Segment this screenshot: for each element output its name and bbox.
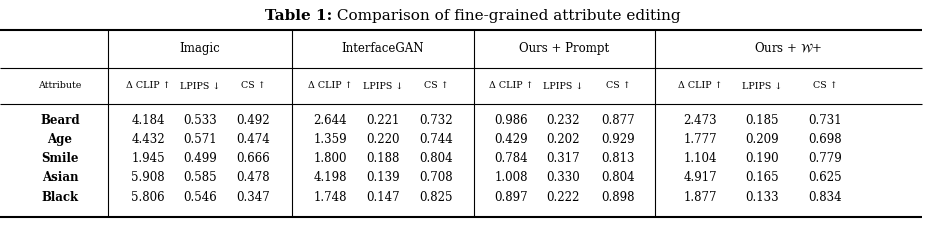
Text: 0.813: 0.813 xyxy=(602,152,634,165)
Text: 0.666: 0.666 xyxy=(236,152,270,165)
Text: 0.804: 0.804 xyxy=(419,152,453,165)
Text: 1.800: 1.800 xyxy=(313,152,347,165)
Text: 0.897: 0.897 xyxy=(494,190,528,204)
Text: Comparison of fine-grained attribute editing: Comparison of fine-grained attribute edi… xyxy=(332,9,681,23)
Text: Imagic: Imagic xyxy=(180,42,220,55)
Text: LPIPS ↓: LPIPS ↓ xyxy=(180,81,220,90)
Text: CS ↑: CS ↑ xyxy=(605,81,631,90)
Text: 0.317: 0.317 xyxy=(546,152,580,165)
Text: 0.190: 0.190 xyxy=(745,152,779,165)
Text: 0.585: 0.585 xyxy=(183,171,217,184)
Text: 2.644: 2.644 xyxy=(313,114,347,128)
Text: 0.499: 0.499 xyxy=(183,152,217,165)
Text: Age: Age xyxy=(48,133,72,146)
Text: LPIPS ↓: LPIPS ↓ xyxy=(542,81,583,90)
Text: 0.147: 0.147 xyxy=(367,190,400,204)
Text: InterfaceGAN: InterfaceGAN xyxy=(342,42,424,55)
Text: 0.139: 0.139 xyxy=(367,171,400,184)
Text: 4.917: 4.917 xyxy=(683,171,717,184)
Text: Asian: Asian xyxy=(41,171,78,184)
Text: 4.184: 4.184 xyxy=(132,114,164,128)
Text: 0.232: 0.232 xyxy=(546,114,580,128)
Text: Smile: Smile xyxy=(41,152,79,165)
Text: 0.698: 0.698 xyxy=(808,133,842,146)
Text: 0.877: 0.877 xyxy=(602,114,634,128)
Text: Δ CLIP ↑: Δ CLIP ↑ xyxy=(126,81,170,90)
Text: Ours + $\mathcal{W}$+: Ours + $\mathcal{W}$+ xyxy=(755,42,822,56)
Text: 5.806: 5.806 xyxy=(132,190,164,204)
Text: LPIPS ↓: LPIPS ↓ xyxy=(363,81,403,90)
Text: 0.347: 0.347 xyxy=(236,190,270,204)
Text: 1.008: 1.008 xyxy=(494,171,527,184)
Text: Attribute: Attribute xyxy=(39,81,82,90)
Text: 0.165: 0.165 xyxy=(745,171,779,184)
Text: LPIPS ↓: LPIPS ↓ xyxy=(742,81,782,90)
Text: 0.929: 0.929 xyxy=(602,133,634,146)
Text: 1.945: 1.945 xyxy=(132,152,164,165)
Text: 0.784: 0.784 xyxy=(494,152,528,165)
Text: 1.877: 1.877 xyxy=(683,190,717,204)
Text: 0.474: 0.474 xyxy=(236,133,270,146)
Text: 1.748: 1.748 xyxy=(313,190,347,204)
Text: CS ↑: CS ↑ xyxy=(812,81,838,90)
Text: 0.478: 0.478 xyxy=(236,171,270,184)
Text: 0.804: 0.804 xyxy=(602,171,634,184)
Text: 0.825: 0.825 xyxy=(419,190,453,204)
Text: 5.908: 5.908 xyxy=(132,171,164,184)
Text: Δ CLIP ↑: Δ CLIP ↑ xyxy=(307,81,352,90)
Text: 0.744: 0.744 xyxy=(419,133,453,146)
Text: Δ CLIP ↑: Δ CLIP ↑ xyxy=(489,81,533,90)
Text: 0.202: 0.202 xyxy=(546,133,580,146)
Text: 0.185: 0.185 xyxy=(745,114,778,128)
Text: 0.533: 0.533 xyxy=(183,114,217,128)
Text: 0.731: 0.731 xyxy=(808,114,842,128)
Text: 0.429: 0.429 xyxy=(494,133,528,146)
Text: 4.432: 4.432 xyxy=(132,133,164,146)
Text: 0.188: 0.188 xyxy=(367,152,400,165)
Text: CS ↑: CS ↑ xyxy=(424,81,448,90)
Text: 0.492: 0.492 xyxy=(236,114,270,128)
Text: Table 1:: Table 1: xyxy=(265,9,332,23)
Text: 0.571: 0.571 xyxy=(183,133,217,146)
Text: 4.198: 4.198 xyxy=(313,171,347,184)
Text: 0.732: 0.732 xyxy=(419,114,453,128)
Text: 0.209: 0.209 xyxy=(745,133,779,146)
Text: 0.779: 0.779 xyxy=(808,152,842,165)
Text: 0.546: 0.546 xyxy=(183,190,217,204)
Text: 0.222: 0.222 xyxy=(546,190,580,204)
Text: Beard: Beard xyxy=(40,114,80,128)
Text: 0.708: 0.708 xyxy=(419,171,453,184)
Text: 0.221: 0.221 xyxy=(367,114,400,128)
Text: 1.777: 1.777 xyxy=(683,133,717,146)
Text: 0.834: 0.834 xyxy=(808,190,842,204)
Text: 0.220: 0.220 xyxy=(367,133,400,146)
Text: Ours + Prompt: Ours + Prompt xyxy=(520,42,609,55)
Text: 0.133: 0.133 xyxy=(745,190,779,204)
Text: Δ CLIP ↑: Δ CLIP ↑ xyxy=(678,81,722,90)
Text: Black: Black xyxy=(41,190,79,204)
Text: 0.330: 0.330 xyxy=(546,171,580,184)
Text: CS ↑: CS ↑ xyxy=(241,81,265,90)
Text: 0.986: 0.986 xyxy=(494,114,528,128)
Text: 2.473: 2.473 xyxy=(683,114,717,128)
Text: 1.359: 1.359 xyxy=(313,133,347,146)
Text: 0.625: 0.625 xyxy=(808,171,842,184)
Text: 0.898: 0.898 xyxy=(602,190,634,204)
Text: 1.104: 1.104 xyxy=(683,152,717,165)
